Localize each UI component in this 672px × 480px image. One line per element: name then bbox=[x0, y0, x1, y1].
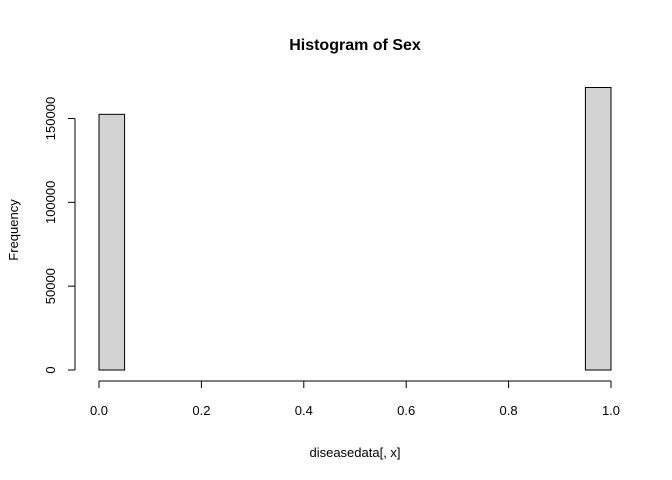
x-tick-label-0: 0.0 bbox=[90, 403, 108, 418]
y-tick-label-2: 100000 bbox=[43, 181, 58, 224]
y-tick-label-0: 0 bbox=[43, 366, 58, 373]
histogram-bar-19 bbox=[584, 86, 612, 371]
histogram-bars bbox=[98, 86, 612, 371]
y-axis: 0 50000 100000 150000 bbox=[43, 97, 76, 374]
y-axis-label: Frequency bbox=[6, 199, 21, 261]
x-axis-label: diseasedata[, x] bbox=[309, 445, 400, 460]
y-tick-label-3: 150000 bbox=[43, 97, 58, 140]
x-tick-label-1: 0.2 bbox=[192, 403, 210, 418]
x-tick-label-3: 0.6 bbox=[397, 403, 415, 418]
x-tick-label-5: 1.0 bbox=[602, 403, 620, 418]
x-tick-label-2: 0.4 bbox=[295, 403, 313, 418]
x-axis: 0.0 0.2 0.4 0.6 0.8 1.0 bbox=[90, 380, 620, 418]
x-tick-label-4: 0.8 bbox=[500, 403, 518, 418]
chart-title: Histogram of Sex bbox=[289, 37, 421, 54]
histogram-bar-0 bbox=[98, 113, 126, 371]
y-tick-label-1: 50000 bbox=[43, 268, 58, 304]
